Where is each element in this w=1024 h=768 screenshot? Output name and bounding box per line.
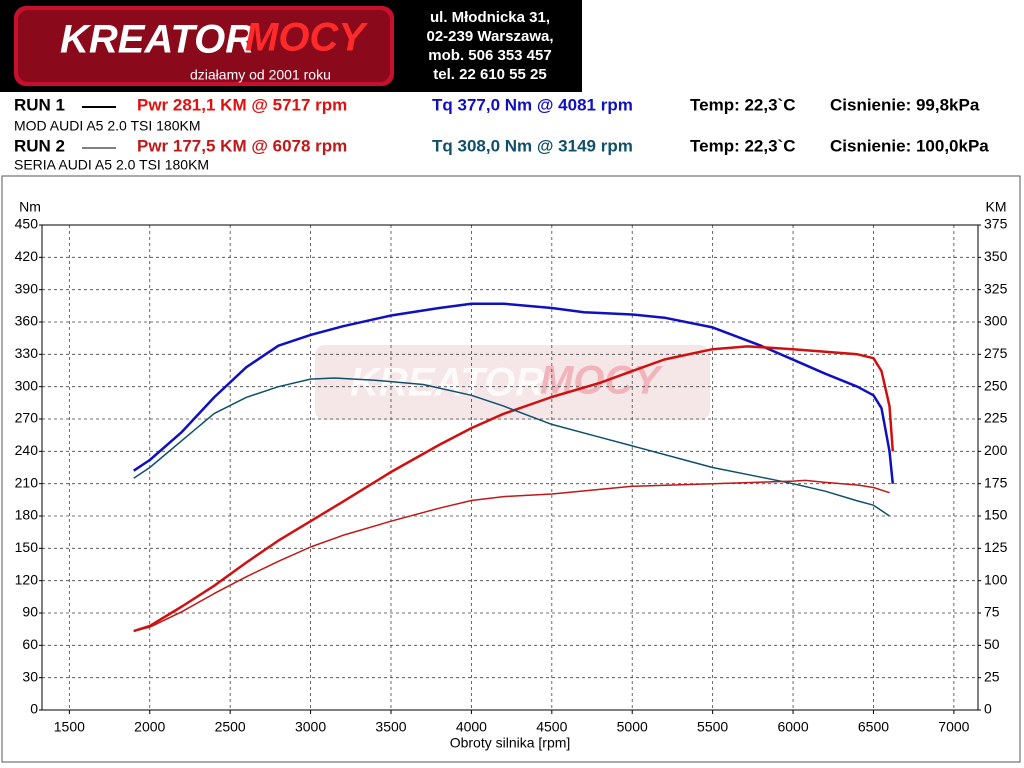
y-tick-label: 30 (22, 668, 38, 684)
x-tick-label: 5500 (697, 719, 728, 735)
y-tick-label: 300 (15, 377, 39, 393)
run-torque: Tq 377,0 Nm @ 4081 rpm (432, 95, 633, 114)
y-tick-label: 60 (22, 636, 38, 652)
run-label: RUN 1 (14, 95, 65, 114)
run-power: Pwr 177,5 KM @ 6078 rpm (137, 136, 347, 155)
x-tick-label: 6000 (777, 719, 808, 735)
plot-area (41, 224, 979, 711)
y-tick-label: 180 (15, 507, 39, 523)
run-temp: Temp: 22,3`C (690, 95, 796, 114)
y2-tick-label: 125 (984, 539, 1008, 555)
x-tick-label: 6500 (858, 719, 889, 735)
x-tick-label: 7000 (938, 719, 969, 735)
y-axis-label: Nm (19, 199, 41, 215)
y-tick-label: 150 (15, 539, 39, 555)
y2-tick-label: 325 (984, 280, 1008, 296)
x-tick-label: 4000 (456, 719, 487, 735)
y2-tick-label: 250 (984, 377, 1008, 393)
run-car: MOD AUDI A5 2.0 TSI 180KM (14, 118, 200, 134)
x-tick-label: 2500 (215, 719, 246, 735)
run-car: SERIA AUDI A5 2.0 TSI 180KM (14, 157, 209, 173)
address: 02-239 Warszawa, (426, 28, 553, 45)
y-tick-label: 390 (15, 280, 39, 296)
x-tick-label: 1500 (54, 719, 85, 735)
y2-tick-label: 275 (984, 345, 1008, 361)
series-line (133, 302, 895, 484)
y2-tick-label: 75 (984, 604, 1000, 620)
address: tel. 22 610 55 25 (433, 66, 546, 83)
y2-tick-label: 225 (984, 410, 1008, 426)
address: mob. 506 353 457 (428, 47, 551, 64)
y2-tick-label: 175 (984, 474, 1008, 490)
x-tick-label: 3500 (375, 719, 406, 735)
y-tick-label: 120 (15, 571, 39, 587)
y-tick-label: 210 (15, 474, 39, 490)
y2-tick-label: 150 (984, 507, 1008, 523)
y-tick-label: 240 (15, 442, 39, 458)
run-torque: Tq 308,0 Nm @ 3149 rpm (432, 136, 633, 155)
run-pressure: Cisnienie: 100,0kPa (830, 136, 989, 155)
logo-text: KREATOR (60, 18, 254, 62)
y-tick-label: 420 (15, 248, 39, 264)
y-tick-label: 450 (15, 216, 39, 232)
address: ul. Młodnicka 31, (430, 9, 550, 26)
y-tick-label: 90 (22, 604, 38, 620)
y-tick-label: 270 (15, 410, 39, 426)
logo-inner (18, 10, 390, 82)
run-power: Pwr 281,1 KM @ 5717 rpm (137, 95, 347, 114)
y2-tick-label: 200 (984, 442, 1008, 458)
y2-tick-label: 375 (984, 216, 1008, 232)
series-line (133, 377, 890, 517)
x-tick-label: 4500 (536, 719, 567, 735)
x-tick-label: 3000 (295, 719, 326, 735)
logo-text: MOCY (245, 16, 368, 60)
y2-tick-label: 0 (984, 701, 992, 717)
y2-tick-label: 300 (984, 313, 1008, 329)
series-line (133, 345, 895, 633)
series-line (133, 479, 890, 632)
y2-tick-label: 50 (984, 636, 1000, 652)
run-label: RUN 2 (14, 136, 65, 155)
y-tick-label: 0 (30, 701, 38, 717)
slogan: działamy od 2001 roku (190, 67, 331, 83)
watermark: KREATOR (350, 361, 544, 405)
x-tick-label: 2000 (134, 719, 165, 735)
x-axis-label: Obroty silnika [rpm] (450, 735, 571, 751)
y2-axis-label: KM (986, 199, 1007, 215)
run-pressure: Cisnienie: 99,8kPa (830, 95, 980, 114)
chart-frame (1, 175, 1021, 763)
y2-tick-label: 25 (984, 668, 1000, 684)
x-tick-label: 5000 (617, 719, 648, 735)
y2-tick-label: 350 (984, 248, 1008, 264)
y-tick-label: 360 (15, 313, 39, 329)
watermark-box (315, 345, 710, 420)
y2-tick-label: 100 (984, 571, 1008, 587)
run-temp: Temp: 22,3`C (690, 136, 796, 155)
y-tick-label: 330 (15, 345, 39, 361)
